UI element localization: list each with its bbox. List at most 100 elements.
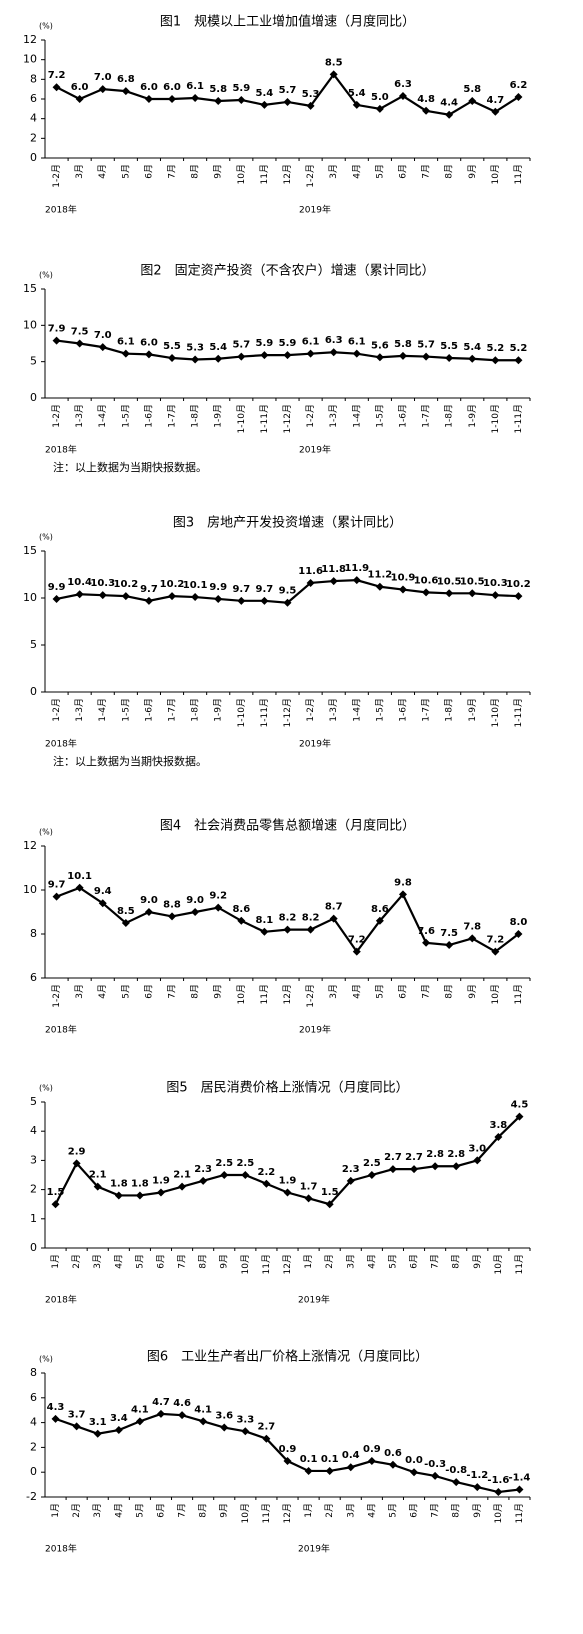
x-tick-label: 3月 [328,984,339,999]
year-label: 2019年 [298,1543,330,1555]
x-tick-label: 12月 [282,984,293,1004]
x-tick-label: 1-6月 [397,698,408,722]
data-label: 4.3 [47,1402,65,1413]
data-label: 9.7 [256,584,274,595]
year-label: 2019年 [299,204,331,216]
point-marker [468,589,477,598]
point-marker [121,349,130,358]
x-tick-label: 1-10月 [236,698,247,727]
x-tick-label: 10月 [236,984,247,1004]
data-label: 5.9 [232,83,250,94]
data-label: 9.9 [209,582,227,593]
point-marker [121,919,130,927]
data-label: 1.8 [110,1178,128,1189]
x-tick-label: 3月 [74,984,85,999]
data-label: 7.5 [440,928,458,939]
data-label: 6.1 [348,337,366,348]
data-label: 10.1 [183,580,208,591]
x-tick-label: 1-6月 [397,404,408,428]
point-marker [98,591,107,600]
data-label: 6.1 [186,81,204,92]
point-marker [283,1188,292,1197]
data-label: 5.3 [186,342,204,353]
point-marker [283,925,292,934]
data-label: 10.2 [113,579,138,590]
data-label: 8.0 [510,917,528,928]
data-label: 8.5 [117,906,135,917]
x-tick-label: 5月 [120,164,131,179]
point-marker [178,1182,187,1191]
point-marker [93,1429,102,1438]
data-label: 7.8 [463,921,481,932]
data-label: 6.3 [325,335,343,346]
x-tick-label: 1-10月 [236,404,247,433]
point-marker [452,1478,461,1487]
data-label: 1.5 [321,1187,339,1198]
point-marker [515,1485,524,1494]
x-tick-label: 1-2月 [305,164,316,188]
x-tick-label: 8月 [190,164,201,179]
x-tick-label: 1-7月 [421,404,432,428]
x-tick-label: 1-4月 [351,698,362,722]
x-tick-label: 11月 [514,1503,525,1523]
x-tick-label: 2月 [71,1254,82,1269]
point-marker [144,908,153,916]
note: 注：以上数据为当期快报数据。 [53,460,207,474]
y-tick-label: 1 [30,1212,37,1225]
point-marker [388,1165,397,1174]
y-tick-label: 12 [23,839,37,852]
x-tick-label: 1-11月 [513,404,524,433]
unit-label: (%) [39,533,53,542]
data-label: 11.9 [344,563,369,574]
x-tick-label: 1-2月 [51,164,62,188]
point-marker [329,348,338,357]
y-tick-label: 15 [23,282,37,295]
point-marker [491,356,500,365]
x-tick-label: 5月 [134,1503,145,1518]
data-label: 5.7 [279,85,297,96]
point-marker [283,351,292,360]
x-tick-label: 9月 [213,164,224,179]
point-marker [398,890,407,899]
data-label: 6.8 [117,74,135,85]
point-marker [121,592,130,601]
x-tick-label: 5月 [374,164,385,179]
y-tick-label: 0 [30,685,37,698]
x-tick-label: 7月 [167,984,178,999]
data-label: 7.5 [71,327,89,338]
point-marker [352,576,361,585]
point-marker [468,96,477,105]
data-label: 11.8 [321,564,346,575]
data-label: 5.4 [256,88,274,99]
data-label: 2.1 [89,1170,107,1181]
point-marker [445,589,454,598]
data-label: 5.2 [486,343,504,354]
point-marker [398,92,407,101]
x-tick-label: 1-7月 [167,404,178,428]
point-marker [135,1191,144,1200]
point-marker [260,596,269,605]
data-label: 10.5 [460,576,485,587]
x-tick-label: 9月 [472,1254,483,1269]
point-marker [515,1112,524,1121]
point-marker [491,107,500,116]
x-tick-label: 4月 [366,1254,377,1269]
point-marker [410,1165,419,1174]
x-tick-label: 12月 [282,164,293,184]
y-tick-label: 10 [23,883,37,896]
point-marker [352,947,361,956]
x-tick-label: 5月 [387,1503,398,1518]
data-label: 0.0 [405,1455,423,1466]
x-tick-label: 9月 [467,984,478,999]
point-marker [283,1457,292,1466]
note: 注：以上数据为当期快报数据。 [53,754,207,768]
data-label: 5.7 [417,340,435,351]
data-label: 2.2 [258,1167,276,1178]
data-label: 10.2 [506,579,531,590]
data-label: 5.4 [463,342,481,353]
x-tick-label: 1-4月 [351,404,362,428]
data-label: 0.6 [384,1448,402,1459]
x-tick-label: 8月 [444,164,455,179]
point-marker [168,354,177,363]
